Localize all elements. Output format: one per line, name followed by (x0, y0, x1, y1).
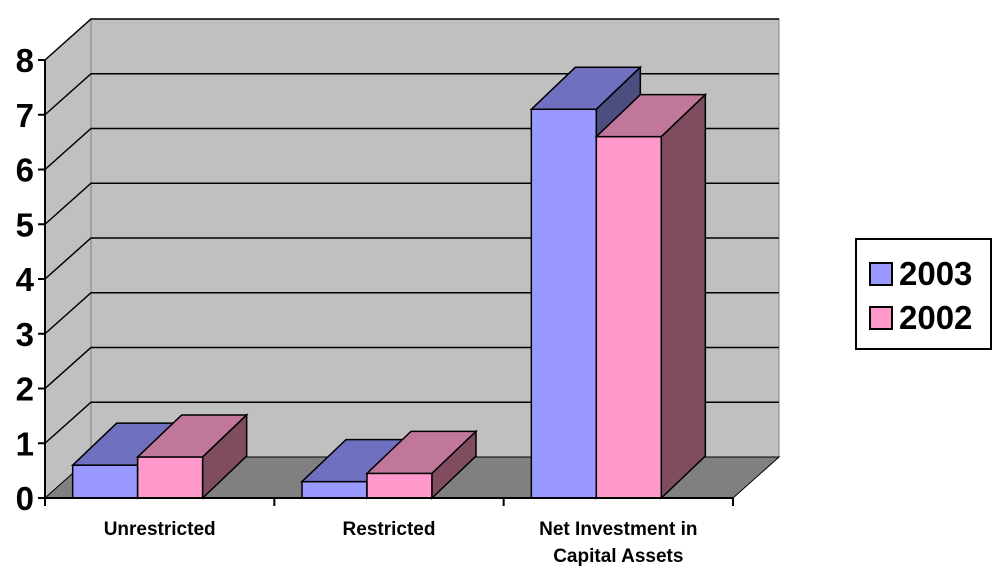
chart-legend: 2003 2002 (855, 238, 992, 350)
gridline (44, 18, 779, 61)
bar-2002-1-side (431, 429, 477, 500)
y-tick-label: 0 (16, 480, 34, 517)
y-tick-label: 8 (16, 42, 34, 79)
x-tick-label: Net Investment in (539, 519, 697, 540)
gridline (44, 73, 779, 116)
bar-2003-1-front (301, 480, 368, 499)
bar-2002-2-front (595, 135, 663, 499)
y-tick-label: 1 (16, 425, 34, 462)
bar-2003-0-front (71, 464, 139, 499)
bar-2002-0-side (201, 413, 248, 500)
legend-item-2003: 2003 (869, 254, 972, 294)
y-tick-label: 4 (16, 261, 35, 298)
legend-label-2003: 2003 (899, 255, 973, 292)
y-tick-label: 6 (16, 152, 34, 189)
x-tick-label: Capital Assets (553, 546, 683, 567)
y-tick-label: 7 (16, 97, 34, 134)
legend-swatch-2003 (869, 262, 893, 286)
x-tick-label: Unrestricted (104, 519, 216, 540)
legend-label-2002: 2002 (899, 299, 973, 336)
legend-item-2002: 2002 (869, 298, 972, 338)
bar-2002-1-front (366, 472, 433, 499)
legend-swatch-2002 (869, 306, 893, 330)
y-tick-label: 3 (16, 316, 34, 353)
bar-2002-2-side (660, 92, 707, 500)
x-tick-label: Restricted (343, 519, 436, 540)
y-tick-label: 2 (16, 371, 34, 408)
y-tick-label: 5 (16, 206, 34, 243)
bar-2002-0-front (136, 456, 204, 499)
bar-2003-2-front (530, 108, 598, 499)
